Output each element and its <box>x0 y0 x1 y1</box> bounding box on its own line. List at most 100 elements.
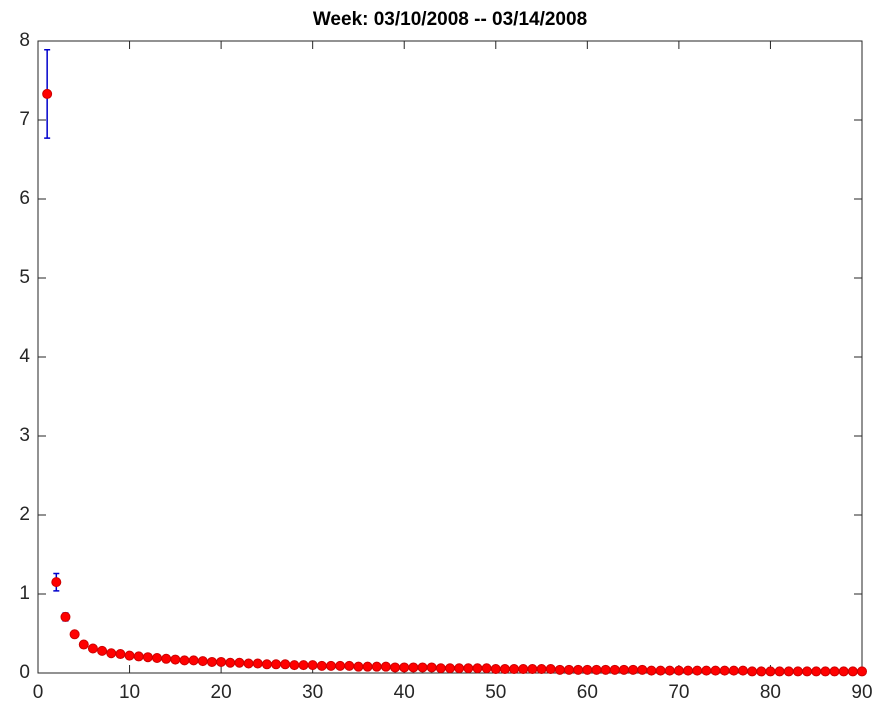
data-point <box>847 666 858 677</box>
data-point <box>655 665 666 676</box>
data-point <box>380 661 391 672</box>
data-point <box>243 658 254 669</box>
data-point <box>582 664 593 675</box>
data-point <box>463 663 474 674</box>
data-point <box>481 663 492 674</box>
data-point <box>280 659 291 670</box>
data-point <box>179 655 190 666</box>
data-point <box>710 665 721 676</box>
data-point <box>142 652 153 663</box>
y-tick-label: 0 <box>19 662 30 683</box>
data-point <box>106 648 117 659</box>
data-point <box>435 663 446 674</box>
data-point <box>307 660 318 671</box>
data-point <box>829 666 840 677</box>
y-tick-label: 3 <box>19 425 30 446</box>
y-tick-label: 1 <box>19 583 30 604</box>
x-tick-label: 30 <box>302 682 323 703</box>
data-point <box>756 666 767 677</box>
data-point <box>701 665 712 676</box>
data-point <box>445 663 455 674</box>
data-point <box>618 664 629 675</box>
x-tick-label: 70 <box>668 682 689 703</box>
data-point <box>316 660 327 671</box>
data-point <box>719 665 730 676</box>
data-point <box>564 664 575 675</box>
data-point <box>490 664 501 675</box>
data-point <box>820 666 831 677</box>
data-point <box>234 657 245 668</box>
data-point <box>673 665 684 676</box>
data-point <box>628 664 639 675</box>
data-point <box>188 655 199 666</box>
data-point <box>692 665 703 676</box>
x-tick-label: 80 <box>760 682 781 703</box>
data-point <box>362 661 373 672</box>
data-point <box>271 659 282 670</box>
data-point <box>811 666 822 677</box>
data-point <box>344 660 355 671</box>
data-point <box>737 665 748 676</box>
data-point <box>536 664 547 675</box>
x-tick-label: 20 <box>211 682 232 703</box>
data-point <box>509 664 520 675</box>
data-point <box>774 666 785 677</box>
data-point <box>124 650 135 661</box>
data-point <box>87 643 98 654</box>
y-tick-label: 6 <box>19 188 30 209</box>
x-tick-label: 60 <box>577 682 598 703</box>
data-point <box>115 649 126 660</box>
data-point <box>499 664 510 675</box>
data-point <box>573 664 584 675</box>
data-point <box>51 577 62 588</box>
data-point <box>527 664 538 675</box>
x-tick-label: 10 <box>119 682 140 703</box>
data-point <box>161 653 172 664</box>
data-point <box>206 656 217 667</box>
data-point <box>426 662 437 673</box>
data-point <box>298 660 309 671</box>
data-point <box>728 665 739 676</box>
y-tick-label: 5 <box>19 267 30 288</box>
x-tick-label: 40 <box>394 682 415 703</box>
data-point <box>261 659 272 670</box>
data-point <box>408 662 419 673</box>
axes-box <box>37 40 863 674</box>
data-point <box>600 664 611 675</box>
data-point <box>838 666 849 677</box>
x-tick-label: 50 <box>485 682 506 703</box>
data-point <box>325 660 336 671</box>
data-point <box>545 664 556 675</box>
chart-title: Week: 03/10/2008 -- 03/14/2008 <box>313 9 587 30</box>
data-point <box>609 664 620 675</box>
data-point <box>371 661 382 672</box>
x-tick-label: 0 <box>33 682 44 703</box>
data-point <box>399 662 410 673</box>
y-tick-label: 8 <box>19 30 30 51</box>
data-point <box>646 665 657 676</box>
data-point <box>783 666 794 677</box>
data-point <box>591 664 602 675</box>
data-point <box>518 664 529 675</box>
data-point <box>335 660 346 671</box>
data-point <box>802 666 813 677</box>
y-tick-label: 2 <box>19 504 30 525</box>
data-point <box>197 656 208 667</box>
data-point <box>857 666 867 677</box>
y-tick-label: 4 <box>19 346 30 367</box>
data-point <box>554 664 565 675</box>
data-point <box>289 660 300 671</box>
data-point <box>637 664 648 675</box>
data-point <box>78 639 89 650</box>
x-tick-label: 90 <box>851 682 872 703</box>
data-point <box>225 657 236 668</box>
data-point <box>417 662 428 673</box>
data-point <box>42 88 53 99</box>
data-point <box>170 654 181 665</box>
data-point <box>664 665 675 676</box>
data-point <box>216 656 227 667</box>
data-point <box>765 666 776 677</box>
data-point <box>792 666 803 677</box>
data-point <box>60 611 71 622</box>
